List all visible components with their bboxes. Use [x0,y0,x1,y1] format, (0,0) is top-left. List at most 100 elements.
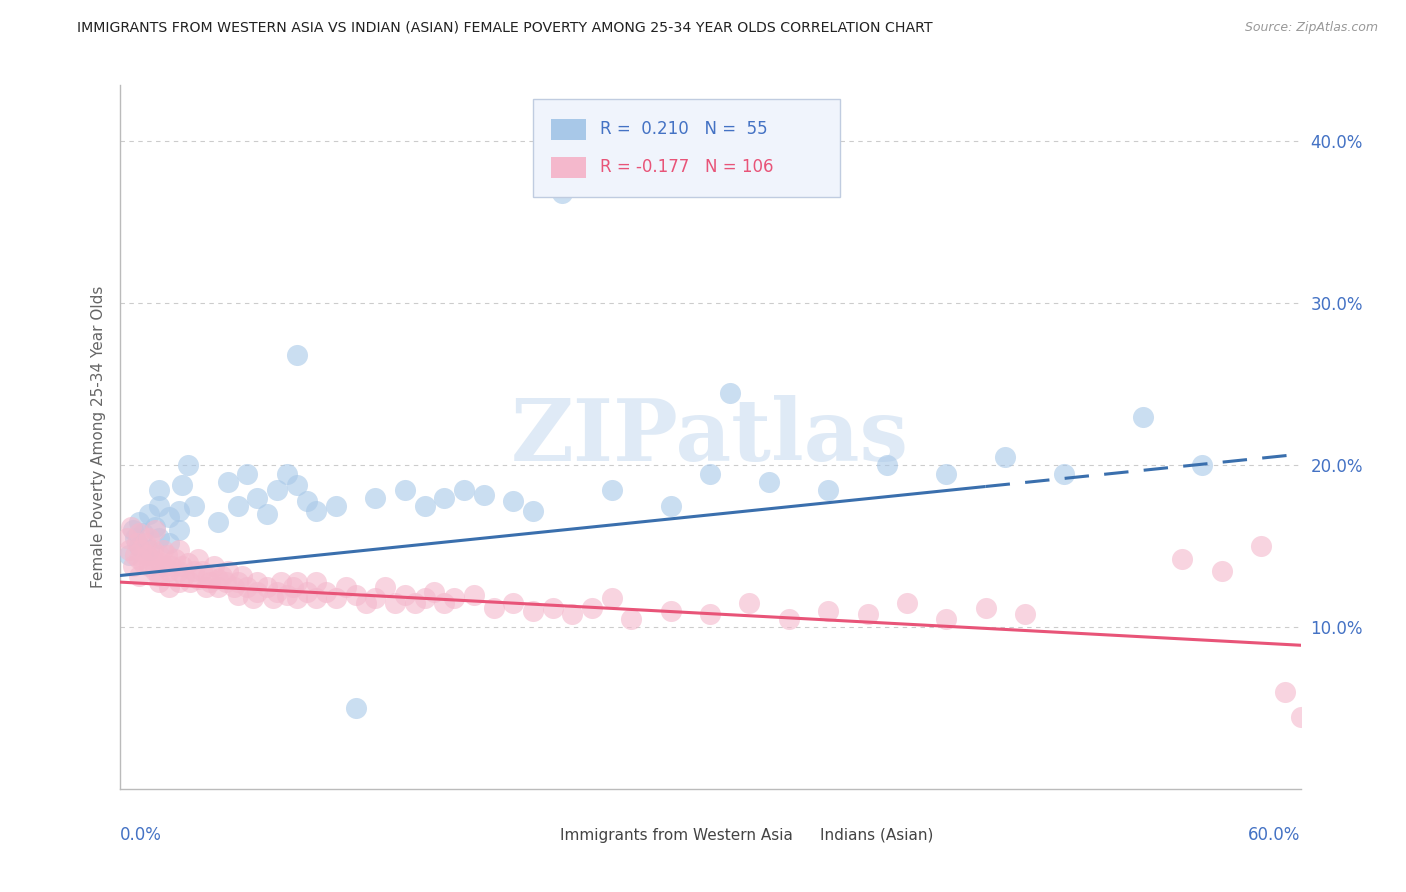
Point [128,552,150,566]
Point [581,601,603,615]
Point [738,596,761,610]
Point [148,575,170,590]
Point [153,558,176,573]
Point [1053,467,1076,481]
Point [157,536,180,550]
Point [124,532,146,546]
Point [215,575,238,590]
Point [157,580,180,594]
Point [118,548,141,562]
Point [246,575,269,590]
Point [453,483,475,497]
Point [148,499,170,513]
Point [315,584,337,599]
Point [142,542,165,557]
Point [256,580,278,594]
Text: Immigrants from Western Asia: Immigrants from Western Asia [560,828,793,843]
Point [167,504,190,518]
Bar [787,825,813,847]
Point [856,607,879,622]
Point [354,596,377,610]
Point [187,572,209,586]
Point [1132,409,1154,424]
Point [374,580,396,594]
Point [502,494,524,508]
Point [129,542,152,557]
Point [285,478,308,492]
Point [620,612,643,626]
Point [285,575,308,590]
Point [1191,458,1213,473]
Point [157,564,180,578]
Point [551,186,574,201]
Point [305,504,328,518]
Point [394,588,416,602]
Point [1289,709,1312,723]
Point [659,604,682,618]
Point [148,532,170,546]
FancyBboxPatch shape [533,99,839,197]
Point [195,580,218,594]
Point [276,467,298,481]
Point [217,475,239,489]
Point [817,483,839,497]
Point [226,588,249,602]
Point [231,568,253,582]
Point [1250,540,1272,554]
Text: 60.0%: 60.0% [1249,826,1301,844]
Point [502,596,524,610]
Y-axis label: Female Poverty Among 25-34 Year Olds: Female Poverty Among 25-34 Year Olds [90,286,105,588]
Text: R = -0.177   N = 106: R = -0.177 N = 106 [600,158,773,177]
Point [138,542,160,557]
Bar [551,157,586,178]
Point [935,467,957,481]
Point [122,558,145,573]
Point [325,591,347,606]
Point [1274,685,1296,699]
Point [305,575,328,590]
Text: Indians (Asian): Indians (Asian) [820,828,934,843]
Point [226,575,249,590]
Point [159,558,181,573]
Point [187,552,209,566]
Point [994,450,1017,465]
Point [600,591,623,606]
Point [443,591,465,606]
Point [172,558,194,573]
Point [217,564,239,578]
Point [344,588,367,602]
Point [295,494,318,508]
Point [226,499,249,513]
Point [118,542,141,557]
Point [143,523,166,537]
Text: ZIPatlas: ZIPatlas [510,395,910,479]
Point [128,526,150,541]
Point [364,591,387,606]
Point [136,548,159,562]
Point [120,520,142,534]
Point [157,510,180,524]
Point [122,523,145,537]
Point [148,568,170,582]
Point [202,558,225,573]
Text: Source: ZipAtlas.com: Source: ZipAtlas.com [1244,21,1378,34]
Point [197,568,219,582]
Point [211,568,233,582]
Text: 0.0%: 0.0% [120,826,162,844]
Point [132,556,155,570]
Point [143,520,166,534]
Point [127,536,149,550]
Point [266,584,288,599]
Point [132,526,155,541]
Point [222,580,245,594]
Point [896,596,918,610]
Point [179,575,201,590]
Point [1014,607,1036,622]
Bar [551,119,586,140]
Point [148,548,170,562]
Point [128,515,150,529]
Point [134,536,156,550]
Point [482,601,505,615]
Point [152,542,174,557]
Point [191,564,214,578]
